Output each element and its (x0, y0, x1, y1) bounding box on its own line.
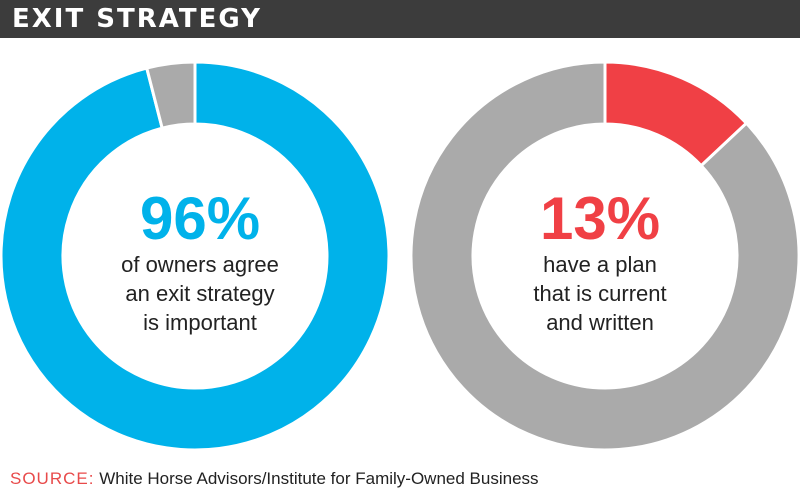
center-caption-line: and written (546, 310, 654, 335)
donut-svg-right (409, 60, 800, 452)
donut-chart-left: 96% of owners agree an exit strategy is … (0, 38, 400, 458)
donut-svg-left (0, 60, 391, 452)
donut-slice-1 (409, 60, 800, 452)
charts-area: 96% of owners agree an exit strategy is … (0, 38, 800, 458)
donut-chart-right: 13% have a plan that is current and writ… (400, 38, 800, 458)
center-caption-line: is important (143, 310, 257, 335)
center-label-left: 96% of owners agree an exit strategy is … (0, 188, 400, 337)
center-caption-line: have a plan (543, 252, 657, 277)
header-bar: EXIT STRATEGY (0, 0, 800, 38)
page-title: EXIT STRATEGY (12, 4, 262, 34)
donut-slice-1 (144, 60, 197, 130)
source-text: White Horse Advisors/Institute for Famil… (99, 469, 539, 488)
center-caption-line: that is current (533, 281, 667, 306)
center-caption-line: of owners agree (121, 252, 279, 277)
center-caption-line: an exit strategy (125, 281, 275, 306)
center-label-right: 13% have a plan that is current and writ… (400, 188, 800, 337)
source-label: SOURCE: (10, 469, 95, 488)
source-note: SOURCE: White Horse Advisors/Institute f… (10, 468, 539, 490)
center-value: 96% (139, 185, 261, 252)
donut-slice-0 (0, 60, 391, 452)
center-value: 13% (539, 185, 661, 252)
